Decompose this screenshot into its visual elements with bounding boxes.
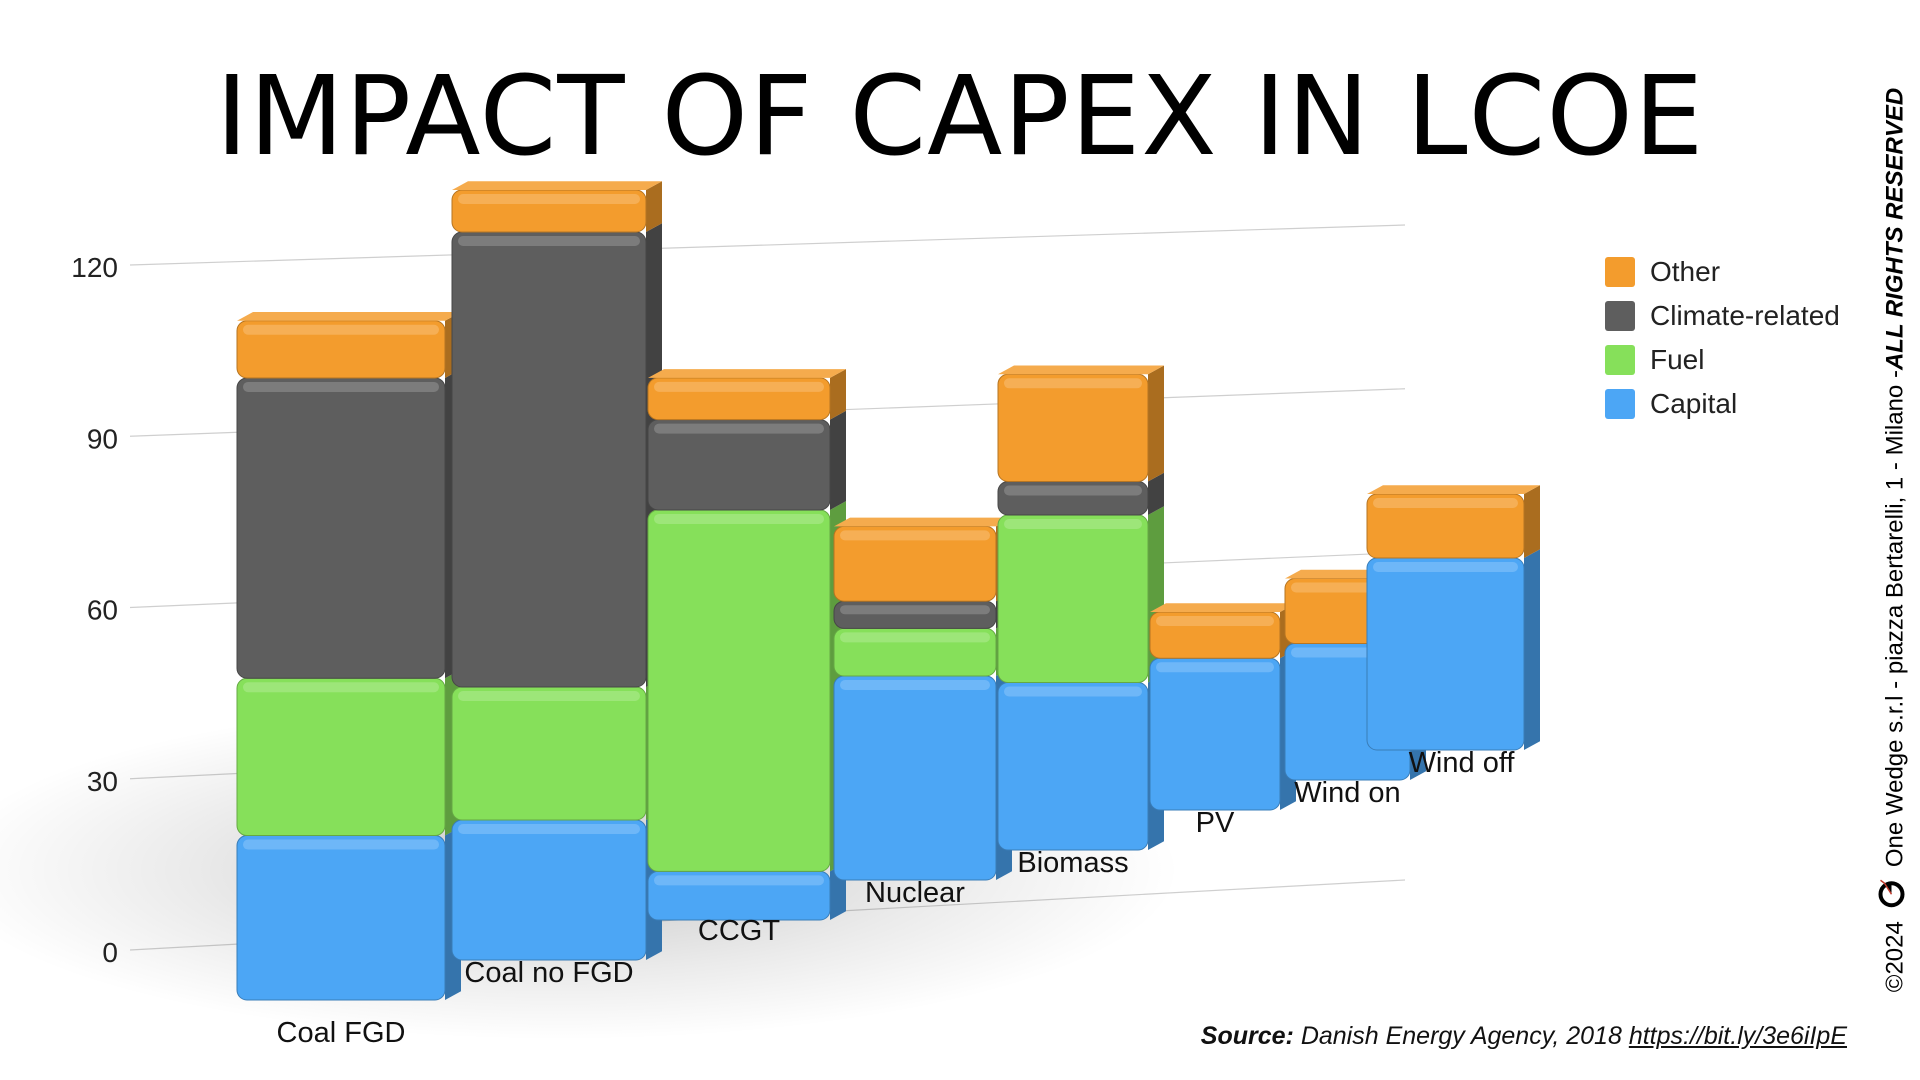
bar-side-climate-related [830,410,846,510]
bar-side-capital [1524,549,1540,750]
source-label: Source: [1200,1022,1294,1050]
copyright-year: ©2024 [1881,921,1908,993]
legend-item-fuel: Fuel [1605,338,1840,382]
legend-label-climate: Climate-related [1650,300,1840,331]
side-credit-text: ©2024 One Wedge s.r.l - piazza Bertarell… [1877,88,1914,992]
bar-highlight [840,530,990,541]
bar-highlight [1373,498,1518,508]
legend: Other Climate-related Fuel Capital [1605,250,1840,426]
source-note: Source: Danish Energy Agency, 2018 https… [1201,1022,1847,1051]
y-tick-label: 60 [87,595,118,626]
x-axis-labels: Coal FGD Coal no FGD CCGT Nuclear Biomass PV W… [277,747,1516,1049]
x-tick-label: Coal FGD [277,1017,406,1049]
company-address: One Wedge s.r.l - piazza Bertarelli, 1 -… [1881,370,1908,868]
bar-highlight [458,691,640,701]
bar-highlight [1373,562,1518,572]
bar-segment-capital [997,682,1149,851]
bar-highlight [1156,616,1274,626]
bar-segment-capital [1149,657,1281,811]
bar-segment-capital [1366,557,1525,751]
legend-swatch-climate [1605,301,1635,331]
bar-top-cap [452,181,662,190]
bar-highlight [458,194,640,204]
source-link[interactable]: https://bit.ly/3e6iIpE [1628,1022,1847,1050]
legend-swatch-fuel [1605,345,1635,375]
bar-side-other [646,181,662,232]
rights-notice: ALL RIGHTS RESERVED [1881,87,1908,371]
legend-label-fuel: Fuel [1650,344,1705,375]
bar-highlight [1156,662,1274,673]
bar-stack [1366,485,1540,751]
bar-side-climate-related [1148,472,1164,515]
x-tick-label: Biomass [1017,847,1128,879]
bars [236,181,1540,1001]
bar-side-other [1148,365,1164,482]
bar-highlight [654,381,824,392]
x-tick-label: CCGT [698,915,780,947]
legend-swatch-capital [1605,389,1635,419]
legend-swatch-other [1605,257,1635,287]
bar-highlight [840,632,990,643]
bar-highlight [654,875,824,886]
bar-top-cap [998,365,1164,375]
bar-highlight [840,680,990,690]
bar-top-cap [834,517,1012,527]
x-tick-label: Coal no FGD [464,957,633,989]
legend-item-climate: Climate-related [1605,294,1840,338]
bar-segment-fuel [997,514,1149,683]
bar-highlight [1004,686,1142,697]
bar-stack [997,365,1164,851]
bar-side-other [830,369,846,420]
bar-highlight [243,324,439,335]
bar-highlight [654,423,824,434]
source-text: Danish Energy Agency, 2018 [1293,1022,1629,1050]
legend-item-other: Other [1605,250,1840,294]
bar-highlight [1004,378,1142,389]
one-wedge-logo-icon [1877,879,1914,909]
bar-highlight [1004,485,1142,496]
bar-highlight [654,513,824,524]
bar-segment-capital [236,835,446,1001]
bar-segment-climate-related [451,231,647,688]
bar-stack [833,517,1012,881]
bar-segment-capital [451,819,647,961]
bar-segment-fuel [451,686,647,821]
y-tick-label: 90 [87,423,118,454]
chart-title: IMPACT OF CAPEX IN LCOE [215,52,1705,180]
bar-top-cap [1367,485,1540,494]
bar-highlight [458,824,640,834]
bar-highlight [243,839,439,850]
legend-item-capital: Capital [1605,382,1840,426]
x-tick-label: Nuclear [865,877,965,909]
bar-segment-fuel [236,677,446,837]
legend-label-capital: Capital [1650,388,1738,419]
x-tick-label: Wind off [1409,747,1516,779]
bar-highlight [840,605,990,615]
bar-segment-capital [833,675,997,881]
bar-highlight [1004,519,1142,529]
y-tick-label: 120 [71,252,118,283]
bar-highlight [243,682,439,693]
bar-stack [451,181,662,961]
bar-stack [236,311,461,1001]
x-tick-label: PV [1196,807,1235,839]
bar-segment-climate-related [236,377,446,679]
legend-label-other: Other [1650,256,1721,287]
gridline [129,224,1406,266]
bar-highlight [243,381,439,392]
bar-segment-other [997,373,1149,482]
x-tick-label: Wind on [1294,777,1400,809]
bar-stack [647,369,846,921]
bar-segment-fuel [647,509,831,872]
bar-top-cap [237,311,461,321]
bar-highlight [458,236,640,246]
bar-top-cap [648,369,846,378]
bar-stack [1149,603,1296,811]
bar-side-other [1524,485,1540,558]
bar-top-cap [1150,603,1296,612]
